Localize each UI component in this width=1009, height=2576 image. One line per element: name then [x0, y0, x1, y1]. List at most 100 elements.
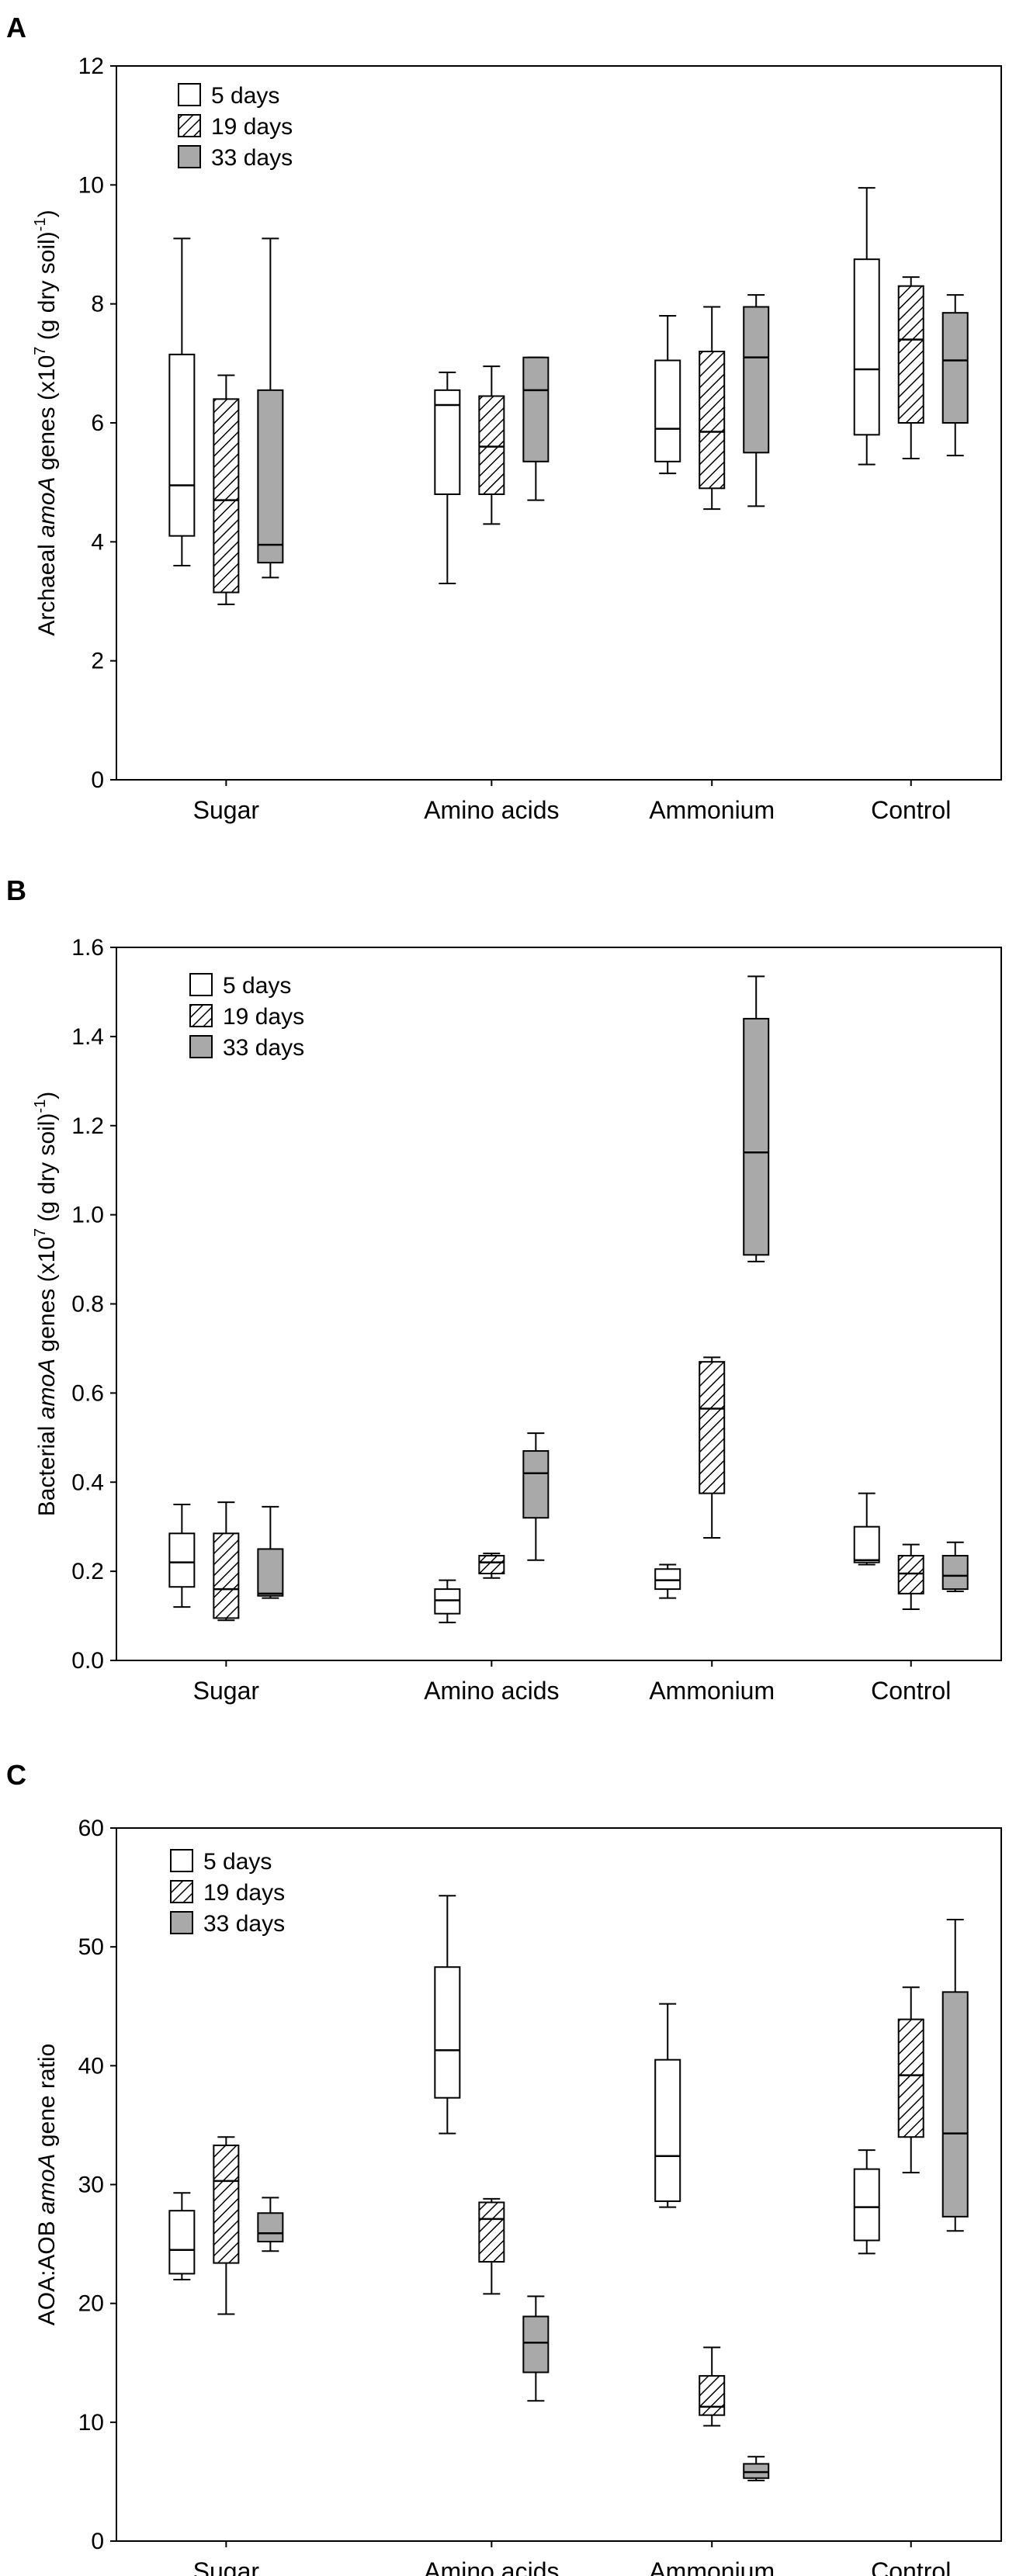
box-33-days-control	[941, 1541, 969, 1592]
legend-swatch-gray	[170, 1911, 193, 1934]
x-category-label: Amino acids	[424, 796, 559, 824]
x-category-label: Control	[871, 1677, 951, 1705]
y-tick-label: 1.0	[71, 1203, 104, 1228]
box-5-days-ammonium	[654, 315, 681, 475]
box-19-days-control	[897, 1543, 924, 1610]
y-axis-label-part: gene ratio	[34, 2044, 60, 2154]
box-5-days-sugar	[168, 237, 196, 566]
box-iqr	[478, 1555, 505, 1574]
box-iqr	[522, 1450, 550, 1519]
y-axis-label-part: -1	[32, 1099, 49, 1113]
legend-label: 19 days	[203, 1880, 285, 1906]
box-iqr	[853, 1525, 880, 1563]
box-33-days-amino-acids	[522, 356, 550, 501]
legend-label: 33 days	[203, 1911, 285, 1937]
y-tick-label: 0.0	[71, 1648, 104, 1674]
y-axis-label-part: genes (x10	[34, 1237, 60, 1359]
legend-swatch-gray	[178, 145, 201, 168]
y-tick-label: 1.2	[71, 1113, 104, 1139]
box-33-days-sugar	[257, 2197, 284, 2252]
y-axis-label-part: 7	[32, 1228, 49, 1237]
y-tick-label: 4	[91, 529, 104, 555]
x-category-label: Amino acids	[424, 2557, 559, 2576]
panel-C: C 0 10 20 30 40 50 60 Sugar Amino acids Ammonium Co…	[6, 1759, 1002, 2576]
y-tick-label: 0.2	[71, 1559, 104, 1584]
box-33-days-sugar	[257, 237, 284, 579]
box-5-days-ammonium	[654, 2003, 681, 2208]
panel-letter: A	[6, 12, 26, 43]
legend-swatch-hatch	[170, 1880, 193, 1903]
box-33-days-control	[941, 294, 969, 457]
y-axis-label-part: genes (x10	[34, 355, 60, 477]
y-tick-label: 0.8	[71, 1292, 104, 1317]
y-tick-label: 8	[91, 292, 104, 317]
box-5-days-sugar	[168, 1503, 196, 1608]
y-axis-label-part: )	[34, 209, 60, 217]
legend-label: 19 days	[223, 1004, 304, 1030]
box-iqr	[941, 1991, 969, 2218]
box-19-days-control	[897, 1986, 924, 2174]
box-5-days-control	[853, 1492, 880, 1566]
box-iqr	[434, 1588, 461, 1615]
y-axis-label-part: (g dry soil)	[34, 231, 60, 346]
y-axis-label-part: amoA	[34, 476, 60, 537]
x-category-label: Sugar	[193, 1677, 260, 1705]
box-5-days-control	[853, 2149, 880, 2255]
box-iqr	[522, 356, 550, 462]
legend-swatch-white	[170, 1849, 193, 1872]
box-iqr	[699, 2375, 726, 2416]
x-category-label: Ammonium	[649, 796, 775, 824]
y-tick-label: 12	[78, 54, 104, 79]
box-iqr	[853, 258, 880, 436]
box-33-days-amino-acids	[522, 1432, 550, 1561]
x-category-label: Control	[871, 2557, 951, 2576]
box-iqr	[654, 1568, 681, 1591]
box-iqr	[699, 1361, 726, 1494]
box-5-days-amino-acids	[434, 1579, 461, 1624]
box-iqr	[941, 312, 969, 424]
box-19-days-amino-acids	[478, 1553, 505, 1579]
legend-swatch-gray	[189, 1035, 213, 1058]
box-iqr	[897, 1555, 924, 1594]
y-axis-label-part: AOA:AOB	[34, 2214, 60, 2325]
y-axis-label-part: -1	[32, 217, 49, 231]
box-5-days-amino-acids	[434, 1895, 461, 2135]
box-19-days-ammonium	[699, 306, 726, 511]
y-tick-label: 0	[91, 767, 104, 793]
y-axis-label: Bacterial amoA genes (x107 (g dry soil)-…	[32, 1092, 60, 1517]
legend-label: 33 days	[223, 1035, 304, 1061]
box-iqr	[897, 2018, 924, 2138]
y-axis-label: AOA:AOB amoA gene ratio	[34, 2044, 60, 2326]
box-iqr	[654, 359, 681, 462]
box-iqr	[743, 306, 770, 454]
box-5-days-amino-acids	[434, 371, 461, 584]
box-iqr	[853, 2168, 880, 2242]
box-5-days-control	[853, 187, 880, 466]
box-19-days-sugar	[213, 1501, 240, 1622]
legend-label: 5 days	[211, 83, 279, 109]
y-tick-label: 20	[78, 2291, 104, 2317]
box-iqr	[213, 398, 240, 594]
panel-A: A 0 2 4 6 8 10 12 Sugar Amino acids Ammonium Contro…	[6, 12, 1002, 824]
y-tick-label: 40	[78, 2053, 104, 2079]
box-iqr	[168, 2210, 196, 2275]
x-category-label: Sugar	[193, 2557, 260, 2576]
box-iqr	[434, 1966, 461, 2099]
y-tick-label: 10	[78, 2410, 104, 2436]
legend-swatch-hatch	[178, 114, 201, 137]
box-iqr	[213, 1532, 240, 1619]
box-19-days-amino-acids	[478, 365, 505, 525]
y-axis-label: Archaeal amoA genes (x107 (g dry soil)-1…	[32, 209, 60, 635]
box-19-days-sugar	[213, 2136, 240, 2315]
box-iqr	[897, 285, 924, 424]
box-iqr	[941, 1555, 969, 1591]
box-iqr	[699, 351, 726, 490]
legend-label: 33 days	[211, 145, 293, 171]
x-category-label: Sugar	[193, 796, 260, 824]
y-tick-label: 0	[91, 2529, 104, 2554]
box-iqr	[654, 2058, 681, 2202]
box-iqr	[743, 1017, 770, 1256]
box-33-days-ammonium	[743, 2456, 770, 2481]
y-axis-label-part: Bacterial	[34, 1419, 60, 1516]
box-19-days-ammonium	[699, 2346, 726, 2427]
